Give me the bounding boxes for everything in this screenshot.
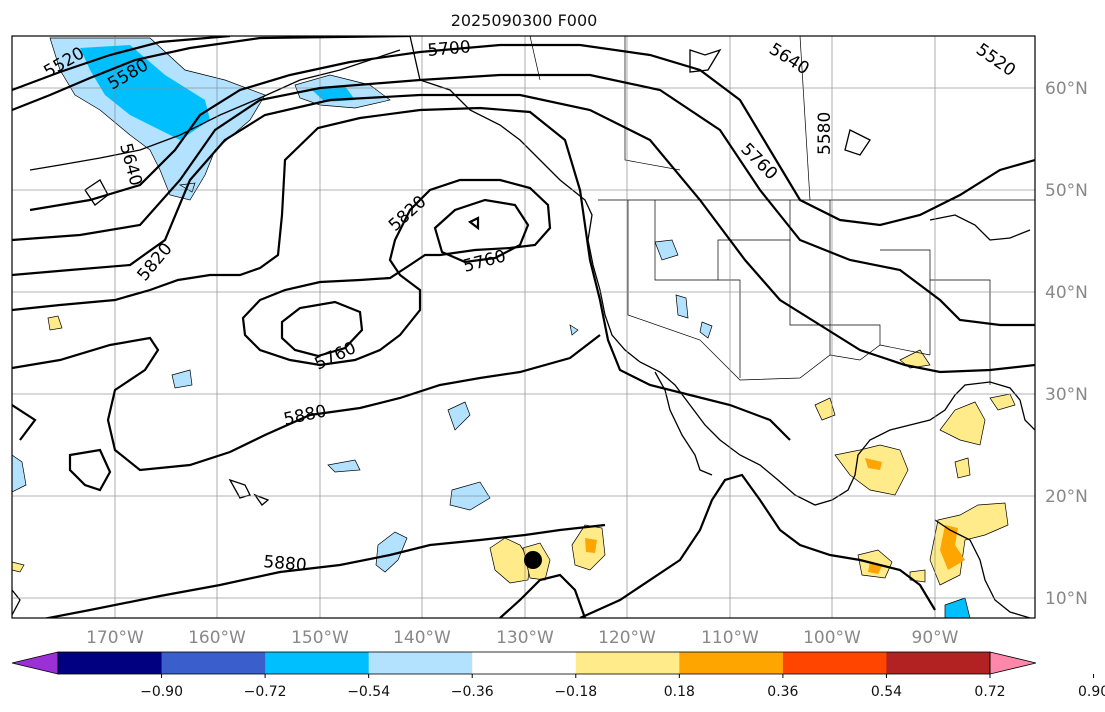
- colorbar-segment: [575, 652, 680, 674]
- map-title: 2025090300 F000: [451, 11, 598, 30]
- contour-label: 5880: [263, 552, 308, 576]
- colorbar-segment: [58, 652, 163, 674]
- lon-label: 100°W: [803, 628, 861, 648]
- colorbar-tick-label: 0.90: [1078, 684, 1105, 700]
- colorbar-tick-label: 0.54: [871, 684, 902, 700]
- colorbar-segment: [265, 652, 370, 674]
- colorbar-tick-label: 0.36: [767, 684, 798, 700]
- colorbar-segment: [161, 652, 266, 674]
- longitude-labels: 170°W 160°W 150°W 140°W 130°W 120°W 110°…: [86, 628, 959, 648]
- political-borders: [529, 36, 1035, 385]
- colorbar-tick-label: 0.18: [664, 684, 695, 700]
- map-area: 5520 5580 5700 5640 5520 5580 5640 5760 …: [12, 36, 1035, 618]
- lon-label: 140°W: [393, 628, 451, 648]
- colorbar-tick-label: −0.90: [140, 684, 183, 700]
- lon-label: 110°W: [701, 628, 759, 648]
- colorbar-segment: [782, 652, 887, 674]
- lat-label: 50°N: [1045, 181, 1088, 201]
- colorbar-extend-low: [11, 651, 59, 675]
- colorbar-tick-label: −0.36: [451, 684, 494, 700]
- lat-label: 60°N: [1045, 79, 1088, 99]
- height-contours: [12, 36, 1035, 618]
- colorbar-segment: [368, 652, 473, 674]
- lat-label: 10°N: [1045, 589, 1088, 609]
- map-frame: [11, 35, 1036, 619]
- colorbar-segment: [679, 652, 784, 674]
- colorbar-ticks: −0.90 −0.72 −0.54 −0.36 −0.18 0.18 0.36 0.54 0.7…: [140, 674, 1105, 700]
- colorbar-tick-label: −0.72: [244, 684, 287, 700]
- lon-label: 150°W: [291, 628, 349, 648]
- storm-center-marker: [524, 551, 542, 569]
- latitude-labels: 60°N 50°N 40°N 30°N 20°N 10°N: [1045, 79, 1088, 609]
- lon-label: 170°W: [86, 628, 144, 648]
- colorbar-tick-label: −0.54: [347, 684, 390, 700]
- colorbar-segment: [886, 652, 991, 674]
- lon-label: 160°W: [188, 628, 246, 648]
- colorbar-tick-label: 0.72: [974, 684, 1005, 700]
- lat-label: 30°N: [1045, 385, 1088, 405]
- lon-label: 130°W: [496, 628, 554, 648]
- lat-label: 20°N: [1045, 487, 1088, 507]
- lon-label: 90°W: [912, 628, 959, 648]
- lat-label: 40°N: [1045, 283, 1088, 303]
- colorbar-border: [57, 651, 991, 675]
- colorbar: [11, 651, 1037, 675]
- contour-label: 5580: [815, 112, 835, 155]
- colorbar-extend-high: [989, 651, 1037, 675]
- lon-label: 120°W: [598, 628, 656, 648]
- colorbar-tick-label: −0.18: [554, 684, 597, 700]
- colorbar-segment: [472, 652, 577, 674]
- contour-label: 5700: [427, 37, 472, 61]
- positive-anomaly-shading: [12, 315, 1016, 586]
